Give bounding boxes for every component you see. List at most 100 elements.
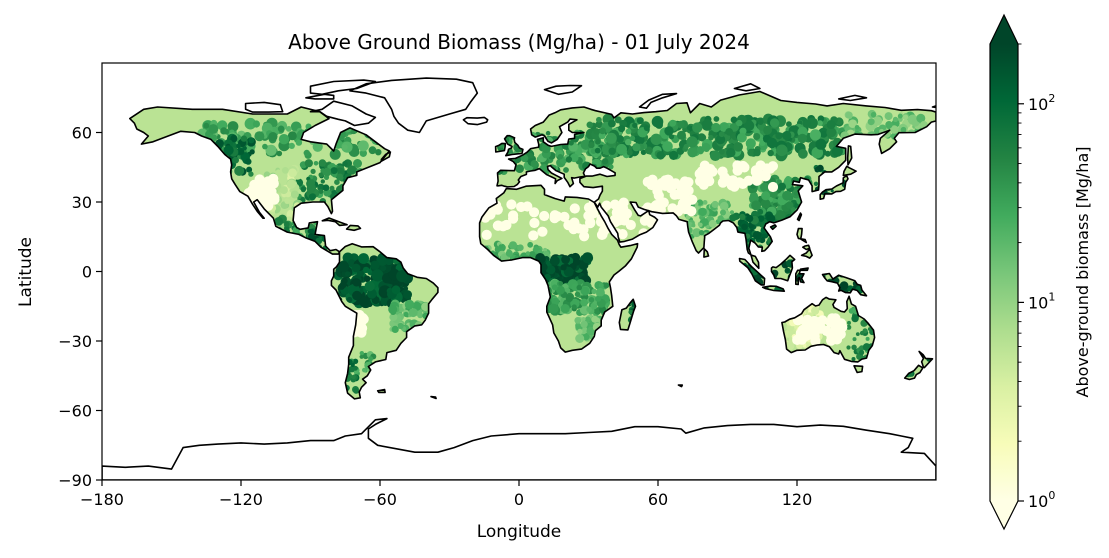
coastline-japan (819, 174, 849, 200)
biomass-patch (608, 164, 614, 170)
biomass-patch (595, 295, 602, 302)
biomass-patch (371, 269, 384, 282)
biomass-patch (515, 164, 524, 173)
biomass-patch (811, 306, 820, 315)
biomass-patch (338, 261, 350, 273)
desert-patch (598, 226, 609, 237)
biomass-patch (285, 125, 292, 132)
biomass-patch (279, 186, 288, 195)
coastline-baffin (309, 100, 377, 127)
biomass-patch (575, 334, 585, 343)
desert-patch (699, 160, 710, 171)
desert-patch (254, 174, 265, 185)
desert-patch (810, 335, 821, 347)
biomass-patch (698, 222, 703, 228)
biomass-patch (677, 120, 685, 129)
biomass-patch (643, 125, 650, 131)
biomass-patch (580, 139, 591, 150)
coastline-ellesmere (309, 79, 377, 96)
biomass-patch (560, 264, 567, 271)
biomass-patch (586, 326, 596, 336)
biomass-patch (686, 136, 698, 148)
biomass-patch (847, 320, 851, 325)
x-axis-label: Longitude (477, 522, 562, 542)
biomass-patch (798, 148, 808, 159)
biomass-patch (331, 189, 337, 195)
biomass-patch (391, 285, 401, 295)
biomass-patch (767, 149, 774, 157)
biomass-patch (632, 143, 641, 152)
desert-patch (559, 211, 570, 222)
coastline-southAmerica (330, 242, 439, 400)
biomass-patch (290, 190, 299, 199)
biomass-patch (629, 135, 636, 141)
biomass-patch (263, 171, 271, 178)
x-tick-label: −60 (363, 490, 397, 509)
biomass-patch (288, 168, 297, 178)
coastline-africa (478, 184, 639, 353)
biomass-patch (616, 143, 627, 155)
coastline-visayas (801, 244, 811, 251)
biomass-patch (851, 344, 857, 350)
biomass-patch (304, 159, 313, 168)
biomass-patch (284, 221, 290, 227)
desert-patch (609, 214, 620, 225)
biomass-patch (242, 145, 247, 151)
desert-patch (522, 201, 533, 212)
biomass-patch (252, 120, 260, 128)
y-tick-label: −60 (58, 402, 92, 421)
biomass-patch (591, 288, 597, 295)
coastline-northAmerica (129, 106, 391, 255)
biomass-patch (303, 149, 310, 157)
desert-patch (569, 203, 580, 214)
coastline-australia (781, 295, 876, 363)
colorbar-gradient (990, 44, 1018, 501)
biomass-patch (388, 305, 398, 314)
biomass-patch (632, 122, 638, 129)
biomass-patch (359, 149, 367, 157)
biomass-patch (276, 150, 283, 157)
biomass-patch (669, 150, 679, 160)
coastline-devon (305, 93, 335, 100)
desert-patch (680, 179, 691, 191)
biomass-patch (380, 265, 387, 272)
x-tick-label: −180 (80, 490, 124, 509)
biomass-map (102, 77, 936, 480)
biomass-patch (528, 251, 536, 258)
biomass-patch (691, 223, 696, 228)
biomass-patch (626, 149, 633, 156)
coastline-victoria (244, 101, 284, 113)
biomass-patch (793, 191, 799, 196)
biomass-patch (223, 129, 230, 135)
biomass-patch (708, 219, 717, 228)
biomass-patch (854, 125, 860, 130)
biomass-patch (824, 150, 831, 157)
biomass-patch (809, 129, 822, 141)
biomass-patch (859, 330, 865, 336)
biomass-patch (364, 281, 375, 292)
biomass-patch (322, 184, 330, 191)
biomass-patch (368, 356, 374, 362)
biomass-patch (312, 141, 323, 152)
desert-patch (539, 210, 550, 222)
biomass-patch (370, 260, 380, 270)
coastline-severnaya (733, 83, 761, 92)
biomass-patch (636, 117, 644, 125)
biomass-patch (561, 255, 570, 264)
coastline-nzNorth (918, 350, 934, 369)
chart-title: Above Ground Biomass (Mg/ha) - 01 July 2… (288, 30, 750, 54)
biomass-patch (839, 281, 849, 290)
x-tick-label: 120 (782, 490, 813, 509)
biomass-patch (752, 231, 762, 240)
biomass-patch (339, 281, 347, 289)
biomass-patch (358, 296, 369, 307)
biomass-patch (576, 284, 583, 291)
colorbar-extend-max (990, 15, 1018, 44)
biomass-patch (579, 304, 590, 315)
biomass-patch (761, 191, 771, 201)
biomass-patch (274, 217, 284, 226)
biomass-patch (586, 306, 592, 313)
land-tasmania (854, 365, 863, 373)
desert-patch (656, 200, 667, 211)
biomass-patch (859, 349, 865, 356)
